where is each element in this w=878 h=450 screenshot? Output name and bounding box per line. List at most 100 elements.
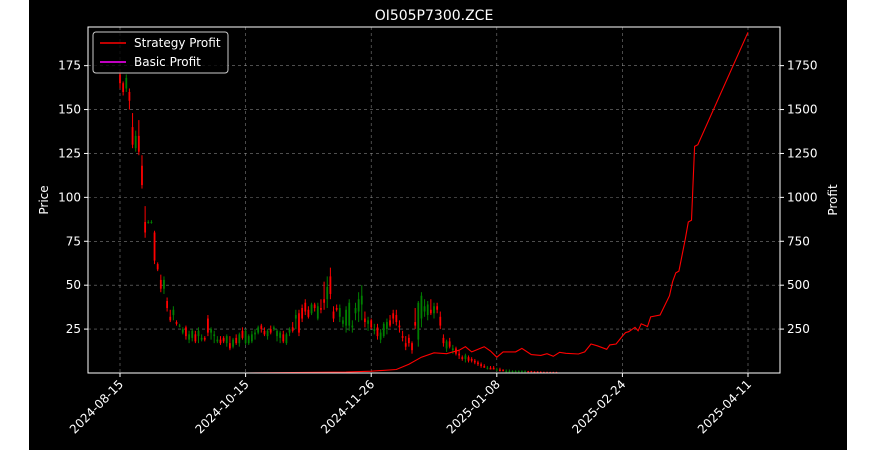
candle-body	[241, 330, 244, 338]
candle-body	[533, 371, 536, 373]
candle-body	[250, 334, 253, 342]
candle-body	[445, 341, 448, 349]
left-tick-label: 125	[58, 146, 81, 160]
candle-body	[141, 165, 143, 186]
candle-body	[360, 295, 363, 305]
left-axis: 25 50 75 100 125 150 175	[58, 59, 88, 336]
candle-body	[163, 279, 165, 289]
candle-body	[539, 371, 542, 373]
candle-body	[502, 369, 504, 372]
candle-body	[316, 306, 319, 319]
candle-body	[389, 320, 391, 326]
candle-body	[401, 336, 404, 338]
candle-body	[458, 353, 461, 356]
candle-body	[373, 329, 376, 331]
candle-body	[354, 308, 357, 314]
candle-body	[279, 332, 282, 338]
candle-body	[254, 332, 256, 335]
chart-title: OI505P7300.ZCE	[375, 8, 494, 24]
candle-body	[119, 74, 121, 84]
candle-body	[276, 330, 278, 337]
candle-body	[159, 279, 162, 289]
candle-body	[147, 221, 150, 223]
candle-body	[483, 365, 486, 368]
candle-body	[131, 127, 134, 145]
right-tick-label: 1000	[787, 190, 818, 204]
candle-body	[436, 306, 439, 310]
candle-body	[200, 337, 203, 340]
candle-body	[367, 320, 369, 324]
right-tick-label: 1250	[787, 146, 818, 160]
candle-body	[407, 337, 410, 344]
candle-body	[150, 221, 153, 223]
candle-body	[426, 304, 429, 316]
right-tick-label: 750	[787, 234, 810, 248]
candle-body	[247, 336, 250, 344]
candle-body	[185, 327, 187, 337]
candle-body	[499, 369, 501, 372]
right-tick-label: 1750	[787, 59, 818, 73]
candle-body	[524, 371, 526, 373]
candle-body	[448, 341, 451, 347]
candle-body	[134, 135, 137, 149]
candle-body	[433, 306, 435, 314]
candle-body	[282, 334, 285, 342]
candle-body	[232, 339, 234, 347]
candle-body	[175, 322, 178, 324]
candle-body	[238, 334, 241, 344]
candle-body	[514, 371, 517, 373]
candle-body	[386, 322, 388, 330]
candle-body	[235, 337, 238, 344]
candle-body	[439, 316, 442, 326]
candle-body	[521, 371, 523, 373]
candle-body	[191, 330, 194, 338]
candle-body	[172, 309, 175, 316]
candle-body	[442, 337, 445, 344]
candle-body	[144, 221, 147, 233]
candles	[119, 70, 558, 374]
candle-body	[417, 302, 420, 340]
candle-body	[222, 337, 225, 342]
candle-body	[301, 308, 304, 319]
candle-body	[477, 362, 479, 365]
candle-body	[244, 330, 247, 344]
candle-body	[323, 299, 325, 303]
right-axis: 250 500 750 1000 1250 1500 1750	[780, 59, 818, 336]
candle-body	[345, 309, 347, 326]
candle-body	[342, 320, 344, 324]
candle-body	[260, 325, 263, 330]
candle-body	[480, 364, 482, 366]
left-tick-label: 150	[58, 103, 81, 117]
candle-body	[320, 308, 322, 310]
candle-body	[508, 371, 511, 373]
candle-body	[527, 371, 530, 373]
candle-body	[304, 302, 307, 312]
candle-body	[470, 358, 473, 361]
candle-body	[313, 304, 316, 309]
candle-body	[178, 325, 181, 327]
legend-box	[92, 31, 229, 74]
candle-body	[451, 348, 454, 351]
legend: Strategy Profit Basic Profit	[92, 31, 229, 74]
legend-label-strategy: Strategy Profit	[134, 36, 221, 50]
candle-body	[181, 329, 184, 333]
candle-body	[225, 336, 228, 344]
candle-body	[169, 316, 172, 321]
candle-body	[486, 367, 489, 369]
candle-body	[156, 264, 159, 270]
candle-body	[370, 320, 373, 328]
left-tick-label: 50	[66, 278, 81, 292]
candle-body	[398, 325, 401, 328]
candle-body	[291, 327, 294, 331]
legend-label-basic: Basic Profit	[134, 55, 201, 69]
candle-body	[153, 232, 156, 261]
candle-body	[423, 306, 426, 312]
candle-body	[495, 369, 498, 371]
candle-body	[288, 329, 291, 333]
candle-body	[492, 367, 495, 370]
candle-body	[335, 308, 338, 310]
candle-body	[166, 300, 168, 309]
candle-body	[269, 329, 272, 333]
candle-body	[517, 371, 520, 373]
